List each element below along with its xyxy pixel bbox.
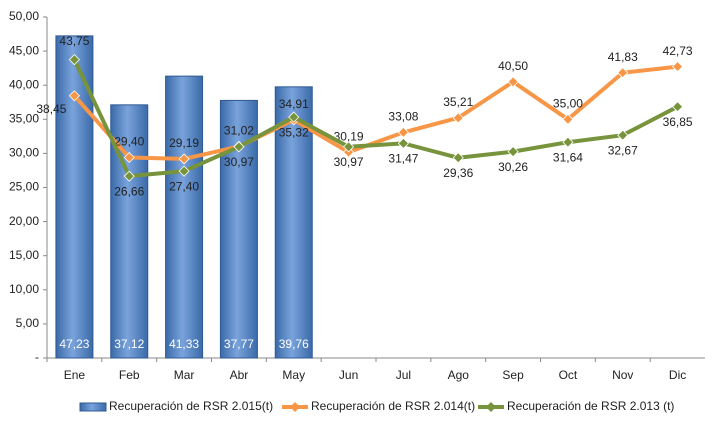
data-label: 35,32 xyxy=(279,125,309,139)
marker xyxy=(233,141,245,153)
marker xyxy=(68,54,80,66)
marker xyxy=(452,112,464,124)
data-label: 36,85 xyxy=(663,115,693,129)
data-label: 29,40 xyxy=(114,135,144,149)
bar-value-label: 37,77 xyxy=(224,337,254,351)
marker xyxy=(562,113,574,125)
bar-value-label: 47,23 xyxy=(59,337,89,351)
marker xyxy=(562,136,574,148)
marker xyxy=(343,141,355,153)
x-tick-label: Mar xyxy=(174,368,195,382)
x-tick-label: Oct xyxy=(559,368,578,382)
x-tick-label: Sep xyxy=(502,368,524,382)
y-tick-label: 10,00 xyxy=(9,282,39,296)
y-tick-label: 15,00 xyxy=(9,248,39,262)
data-label: 30,97 xyxy=(334,155,364,169)
y-tick-label: 5,00 xyxy=(16,316,40,330)
data-label: 31,02 xyxy=(224,124,254,138)
marker xyxy=(123,170,135,182)
marker xyxy=(452,152,464,164)
legend-marker xyxy=(486,402,496,412)
y-tick-label: 25,00 xyxy=(9,180,39,194)
y-tick-label: 35,00 xyxy=(9,111,39,125)
x-tick-label: Dic xyxy=(669,368,686,382)
data-label: 42,73 xyxy=(663,44,693,58)
x-tick-label: Nov xyxy=(612,368,633,382)
x-tick-label: Abr xyxy=(230,368,249,382)
y-tick-label: 50,00 xyxy=(9,9,39,23)
marker xyxy=(617,129,629,141)
data-label: 31,47 xyxy=(388,152,418,166)
legend-marker xyxy=(290,402,300,412)
x-tick-label: Ago xyxy=(448,368,470,382)
data-label: 43,75 xyxy=(59,34,89,48)
marker xyxy=(397,126,409,138)
data-label: 29,36 xyxy=(443,166,473,180)
legend-swatch xyxy=(79,402,107,412)
data-label: 35,00 xyxy=(553,96,583,110)
marker xyxy=(68,90,80,102)
data-label: 31,64 xyxy=(553,150,583,164)
marker xyxy=(178,153,190,165)
bar xyxy=(165,75,204,359)
legend-label: Recuperación de RSR 2.014(t) xyxy=(311,399,475,413)
data-label: 40,50 xyxy=(498,59,528,73)
line xyxy=(72,58,679,179)
marker xyxy=(672,101,684,113)
legend-label: Recuperación de RSR 2.013 (t) xyxy=(507,399,674,413)
marker xyxy=(507,76,519,88)
data-label: 38,45 xyxy=(36,102,66,116)
bar-value-label: 41,33 xyxy=(169,337,199,351)
y-tick-label: 20,00 xyxy=(9,214,39,228)
x-tick-label: Jul xyxy=(396,368,411,382)
x-tick-label: May xyxy=(282,368,305,382)
y-tick-label: 30,00 xyxy=(9,146,39,160)
marker xyxy=(672,61,684,73)
bar-value-label: 39,76 xyxy=(279,337,309,351)
x-tick-label: Ene xyxy=(64,368,86,382)
marker xyxy=(617,67,629,79)
legend-label: Recuperación de RSR 2.015(t) xyxy=(109,399,273,413)
marker xyxy=(397,137,409,149)
data-label: 30,97 xyxy=(224,155,254,169)
data-label: 26,66 xyxy=(114,184,144,198)
data-label: 35,21 xyxy=(443,95,473,109)
data-label: 30,19 xyxy=(334,129,364,143)
y-tick-label: 40,00 xyxy=(9,77,39,91)
data-label: 29,19 xyxy=(169,136,199,150)
data-label: 34,91 xyxy=(279,97,309,111)
bar xyxy=(274,86,313,359)
marker xyxy=(288,111,300,123)
line xyxy=(72,64,678,161)
x-tick-label: Jun xyxy=(339,368,358,382)
bar-value-label: 37,12 xyxy=(114,337,144,351)
marker xyxy=(123,151,135,164)
data-label: 27,40 xyxy=(169,179,199,193)
data-label: 32,67 xyxy=(608,143,638,157)
y-tick-label: - xyxy=(35,350,39,364)
x-tick-label: Feb xyxy=(119,368,140,382)
y-tick-label: 45,00 xyxy=(9,43,39,57)
data-label: 33,08 xyxy=(388,110,418,124)
data-label: 30,26 xyxy=(498,160,528,174)
marker xyxy=(178,165,190,177)
data-label: 41,83 xyxy=(608,50,638,64)
marker xyxy=(507,146,519,158)
